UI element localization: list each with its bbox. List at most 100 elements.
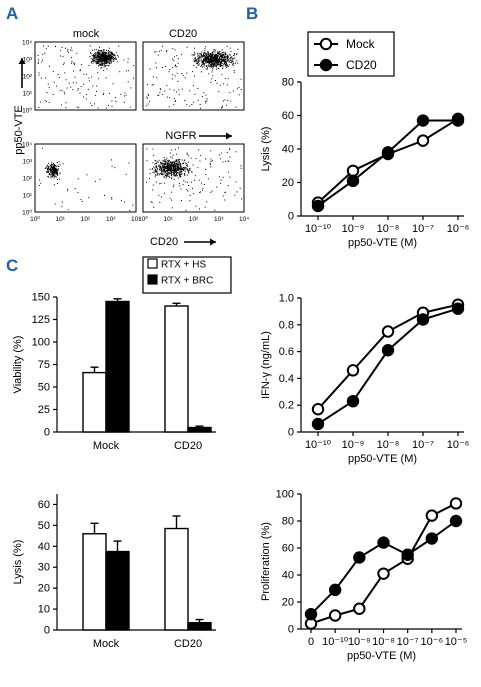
chart-proliferation-series-0 [304,497,463,630]
event-dot [113,57,114,58]
event-dot [109,58,111,60]
chart-b-point [311,199,325,213]
event-dot [123,59,125,61]
event-dot [167,168,169,170]
event-dot [88,65,90,67]
event-dot [146,105,148,107]
chart-b-ytick-label: 40 [282,144,294,156]
event-dot [106,57,108,59]
event-dot [209,57,211,59]
event-dot [191,104,193,105]
event-dot [107,52,109,53]
event-dot [97,61,99,63]
event-dot [59,178,61,180]
event-dot [201,51,203,53]
event-dot [226,104,228,106]
chart-ifn-point [346,364,360,377]
event-dot [218,53,219,55]
event-dot [227,54,229,56]
event-dot [95,60,97,62]
event-dot [171,163,173,165]
event-dot [205,68,207,70]
event-dot [214,65,216,67]
event-dot [102,94,104,95]
event-dot [177,164,179,166]
event-dot [201,61,203,63]
event-dot [44,99,46,101]
event-dot [176,165,178,167]
event-dot [175,161,177,163]
event-dot [97,72,99,74]
event-dot [186,169,188,171]
event-dot [224,55,226,57]
event-dot [105,58,107,60]
dot-plot-cd20_ngfr [142,41,245,111]
event-dot [94,56,96,58]
event-dot [125,94,127,96]
event-dot [106,58,108,60]
event-dot [183,160,185,162]
chart-b-point [381,146,395,159]
dot-plot-row2-xlabel: CD20 [150,236,178,248]
event-dot [176,72,178,74]
event-dot [173,170,175,172]
chart-b-point [416,114,430,127]
event-dot [174,160,176,162]
event-dot [62,163,64,165]
event-dot [100,55,102,57]
event-dot [37,63,39,65]
event-dot [226,60,228,62]
event-dot [179,167,181,169]
event-dot [72,89,74,91]
dot-plot-row1-xlabel: NGFR [165,130,196,142]
event-dot [155,166,157,168]
event-dot [154,163,156,165]
event-dot [201,96,203,98]
chart-ifn-point [451,302,465,315]
chart-proliferation-ytick-label: 80 [282,516,294,528]
event-dot [67,188,69,190]
event-dot [48,170,50,172]
chart-proliferation-point [377,536,390,549]
event-dot [108,59,110,61]
event-dot [163,182,165,184]
event-dot [171,171,172,173]
event-dot [153,172,155,174]
event-dot [212,61,214,63]
event-dot [94,61,96,63]
event-dot [146,148,148,150]
event-dot [203,56,205,58]
event-dot [226,45,228,47]
event-dot [116,61,118,63]
event-dot [85,98,87,100]
event-dot [103,52,105,54]
event-dot [186,163,188,165]
event-dot [210,59,212,61]
event-dot [155,160,157,162]
event-dot [166,168,168,170]
event-dot [100,64,102,66]
event-dot [48,162,50,164]
event-dot [93,103,95,105]
dot-plot-frame [34,41,137,111]
event-dot [181,54,183,56]
event-dot [221,105,223,107]
event-dot [100,50,102,52]
event-dot [105,62,106,63]
event-dot [63,91,65,93]
event-dot [225,63,227,65]
event-dot [207,60,209,62]
event-dot [51,164,53,166]
event-dot [214,64,216,66]
event-dot [234,194,236,196]
event-dot [217,58,219,60]
event-dot [215,80,216,81]
event-dot [67,50,69,52]
event-dot [50,166,52,168]
event-dot [104,57,105,59]
event-dot [192,187,193,189]
event-dot [197,61,199,63]
event-dot [213,65,215,67]
event-dot [169,169,171,171]
